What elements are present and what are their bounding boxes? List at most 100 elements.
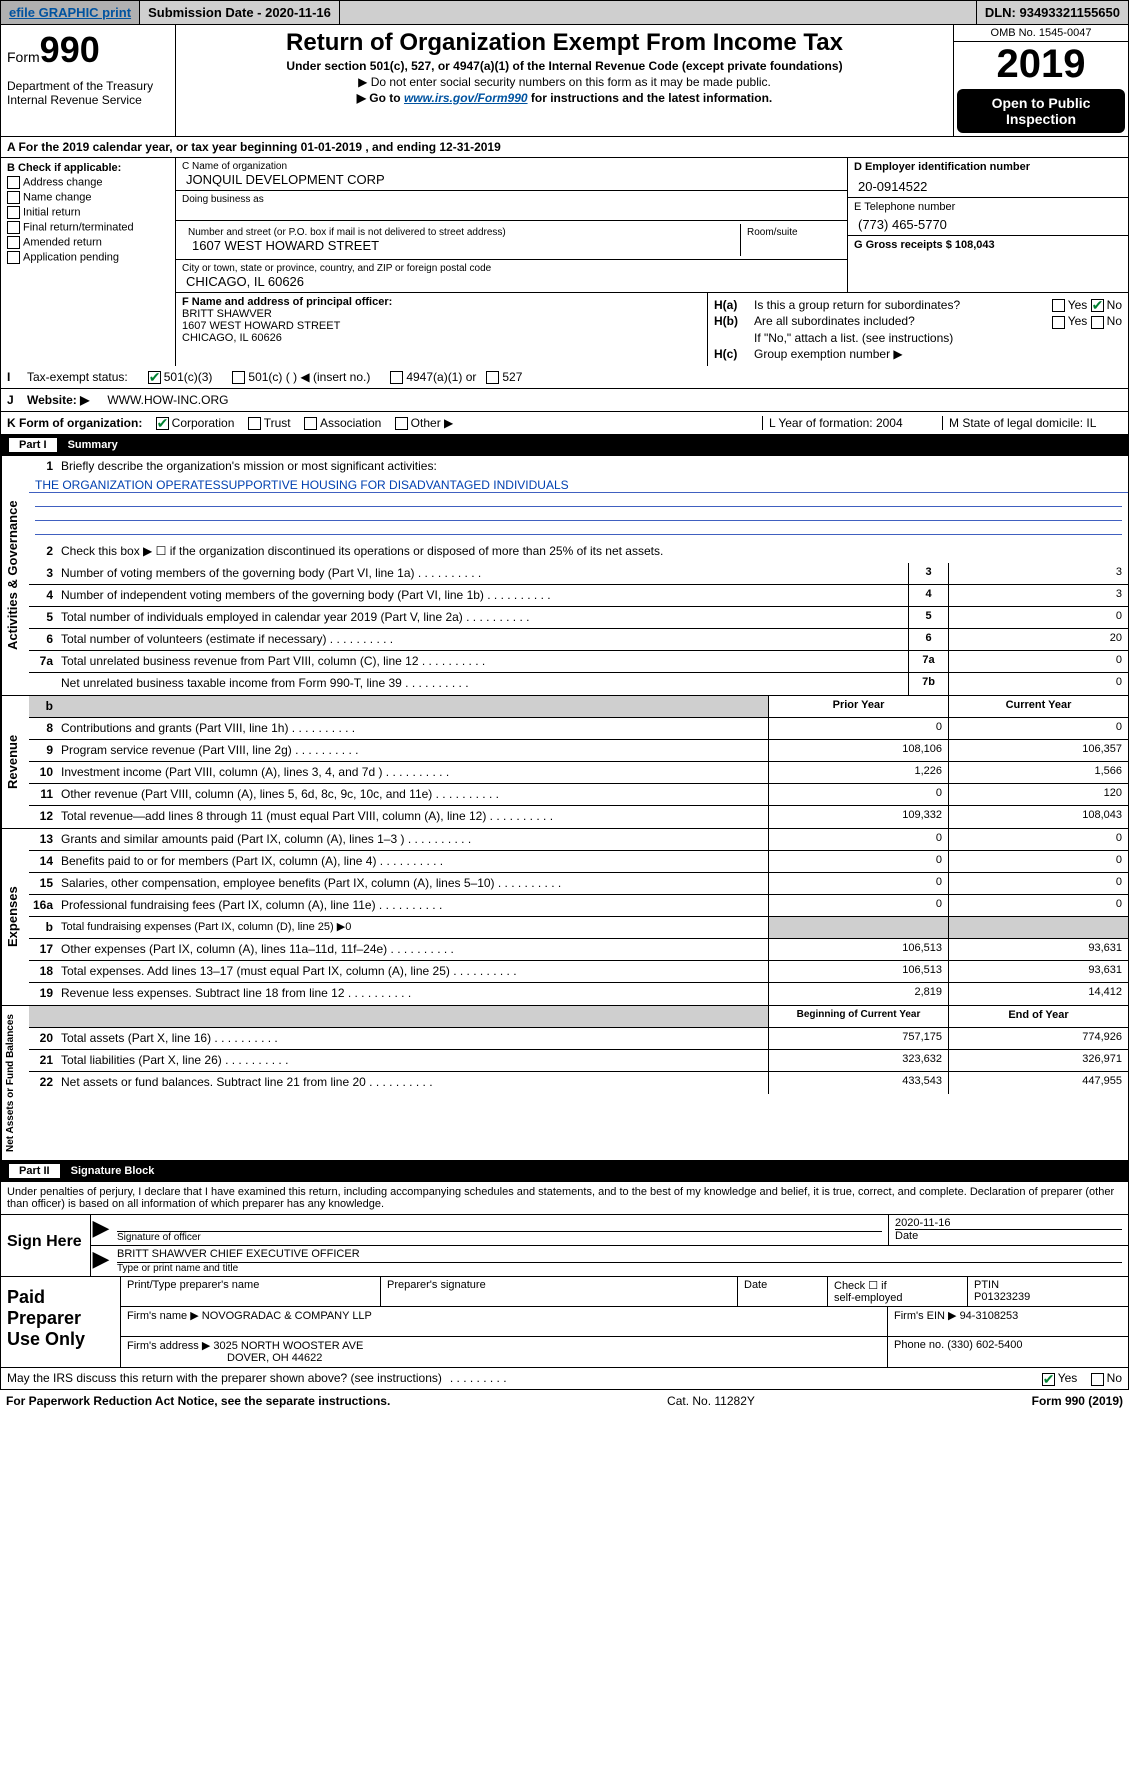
irs-link[interactable]: www.irs.gov/Form990	[404, 91, 528, 105]
prior-val: 106,513	[768, 939, 948, 960]
chk-527[interactable]: 527	[486, 370, 522, 384]
form-header: Form990 Department of the Treasury Inter…	[0, 25, 1129, 137]
form-num: 990	[40, 29, 100, 70]
line-val: 20	[948, 629, 1128, 650]
line-desc: Program service revenue (Part VIII, line…	[57, 740, 768, 761]
prior-val: 0	[768, 851, 948, 872]
line-num: 12	[29, 806, 57, 828]
blank	[57, 696, 768, 717]
arrow-icon: ▶	[91, 1246, 111, 1276]
prep-name-hdr: Print/Type preparer's name	[121, 1277, 381, 1306]
chk-initial-return[interactable]: Initial return	[7, 206, 169, 219]
prep-selfemp[interactable]: Check ☐ ifself-employed	[828, 1277, 968, 1306]
prior-val: 0	[768, 895, 948, 916]
curr-val: 0	[948, 829, 1128, 850]
revenue-label: Revenue	[1, 696, 29, 828]
curr-val: 14,412	[948, 983, 1128, 1005]
hdr-beg: Beginning of Current Year	[768, 1006, 948, 1027]
hb-key: H(b)	[714, 314, 754, 328]
part1-num: Part I	[9, 438, 57, 452]
hb-note: If "No," attach a list. (see instruction…	[714, 331, 1122, 345]
topbar: efile GRAPHIC print Submission Date - 20…	[0, 0, 1129, 25]
chk-amended[interactable]: Amended return	[7, 236, 169, 249]
line-num: 9	[29, 740, 57, 761]
firm-addr-cell: Firm's address ▶ 3025 NORTH WOOSTER AVE …	[121, 1337, 888, 1367]
prep-sig-hdr: Preparer's signature	[381, 1277, 738, 1306]
line-desc: Net assets or fund balances. Subtract li…	[57, 1072, 768, 1094]
expenses-section: Expenses 13 Grants and similar amounts p…	[0, 828, 1129, 1005]
chk-app-pending[interactable]: Application pending	[7, 251, 169, 264]
line-num: 14	[29, 851, 57, 872]
header-left: Form990 Department of the Treasury Inter…	[1, 25, 176, 136]
chk-other[interactable]: Other ▶	[395, 416, 454, 430]
chk-corp[interactable]: Corporation	[156, 416, 235, 430]
line-key: 4	[908, 585, 948, 606]
l16b-num: b	[29, 917, 57, 938]
line-key: 7b	[908, 673, 948, 695]
row-k-l-m: K Form of organization: Corporation Trus…	[0, 412, 1129, 435]
netassets-label: Net Assets or Fund Balances	[1, 1006, 29, 1160]
header-right: OMB No. 1545-0047 2019 Open to Public In…	[953, 25, 1128, 136]
chk-final-return[interactable]: Final return/terminated	[7, 221, 169, 234]
part2-title: Signature Block	[71, 1165, 155, 1177]
form-title: Return of Organization Exempt From Incom…	[184, 29, 945, 57]
curr-val: 0	[948, 718, 1128, 739]
prior-val: 0	[768, 718, 948, 739]
col-b-title: B Check if applicable:	[7, 162, 169, 174]
sign-date: 2020-11-16	[895, 1217, 1122, 1229]
blank	[57, 1006, 768, 1027]
curr-val: 447,955	[948, 1072, 1128, 1094]
l2-num: 2	[29, 541, 57, 563]
org-name: JONQUIL DEVELOPMENT CORP	[182, 172, 841, 187]
prep-date-hdr: Date	[738, 1277, 828, 1306]
curr-val: 1,566	[948, 762, 1128, 783]
line-num: 17	[29, 939, 57, 960]
chk-501c[interactable]: 501(c) ( ) ◀ (insert no.)	[232, 370, 370, 384]
preparer-block: Paid Preparer Use Only Print/Type prepar…	[0, 1277, 1129, 1368]
line-num: 8	[29, 718, 57, 739]
paperwork-notice: For Paperwork Reduction Act Notice, see …	[6, 1394, 390, 1408]
chk-4947[interactable]: 4947(a)(1) or	[390, 370, 476, 384]
l16b-desc: Total fundraising expenses (Part IX, col…	[57, 917, 768, 938]
row-i: I Tax-exempt status: 501(c)(3) 501(c) ( …	[0, 366, 1129, 389]
l1-desc: Briefly describe the organization's miss…	[57, 456, 1128, 478]
hdr-prior: Prior Year	[768, 696, 948, 717]
chk-assoc[interactable]: Association	[304, 416, 381, 430]
sign-here-label: Sign Here	[1, 1215, 91, 1276]
chk-name-change[interactable]: Name change	[7, 191, 169, 204]
line-desc: Total number of volunteers (estimate if …	[57, 629, 908, 650]
line-desc: Revenue less expenses. Subtract line 18 …	[57, 983, 768, 1005]
signature-field[interactable]	[117, 1217, 882, 1231]
line-desc: Professional fundraising fees (Part IX, …	[57, 895, 768, 916]
sub3-pre: ▶ Go to	[357, 91, 404, 105]
prior-val: 0	[768, 829, 948, 850]
chk-discuss-yes[interactable]	[1042, 1373, 1055, 1386]
row-j: J Website: ▶ WWW.HOW-INC.ORG	[0, 389, 1129, 412]
chk-discuss-no[interactable]	[1091, 1373, 1104, 1386]
prior-val: 106,513	[768, 961, 948, 982]
prior-val: 433,543	[768, 1072, 948, 1094]
addr-label: Number and street (or P.O. box if mail i…	[188, 227, 734, 238]
website-val: WWW.HOW-INC.ORG	[107, 393, 228, 407]
prior-val: 2,819	[768, 983, 948, 1005]
form-ref: Form 990 (2019)	[1032, 1394, 1123, 1408]
discuss-yn: Yes No	[1042, 1371, 1122, 1385]
line-num: 13	[29, 829, 57, 850]
curr-val: 774,926	[948, 1028, 1128, 1049]
discuss-text: May the IRS discuss this return with the…	[7, 1371, 442, 1385]
chk-address-change[interactable]: Address change	[7, 176, 169, 189]
gross-receipts: G Gross receipts $ 108,043	[854, 239, 1122, 251]
hb-text: Are all subordinates included?	[754, 314, 915, 328]
shaded-cell	[768, 917, 948, 938]
chk-trust[interactable]: Trust	[248, 416, 291, 430]
chk-501c3[interactable]: 501(c)(3)	[148, 370, 213, 384]
curr-val: 0	[948, 873, 1128, 894]
tax-year: 2019	[954, 42, 1128, 86]
line-val: 0	[948, 651, 1128, 672]
form-prefix: Form	[7, 49, 40, 65]
hb-yn: Yes No	[1052, 314, 1122, 328]
efile-link[interactable]: efile GRAPHIC print	[1, 1, 140, 24]
omb-number: OMB No. 1545-0047	[954, 25, 1128, 42]
city-val: CHICAGO, IL 60626	[182, 274, 841, 289]
efile-text[interactable]: efile GRAPHIC print	[9, 5, 131, 20]
